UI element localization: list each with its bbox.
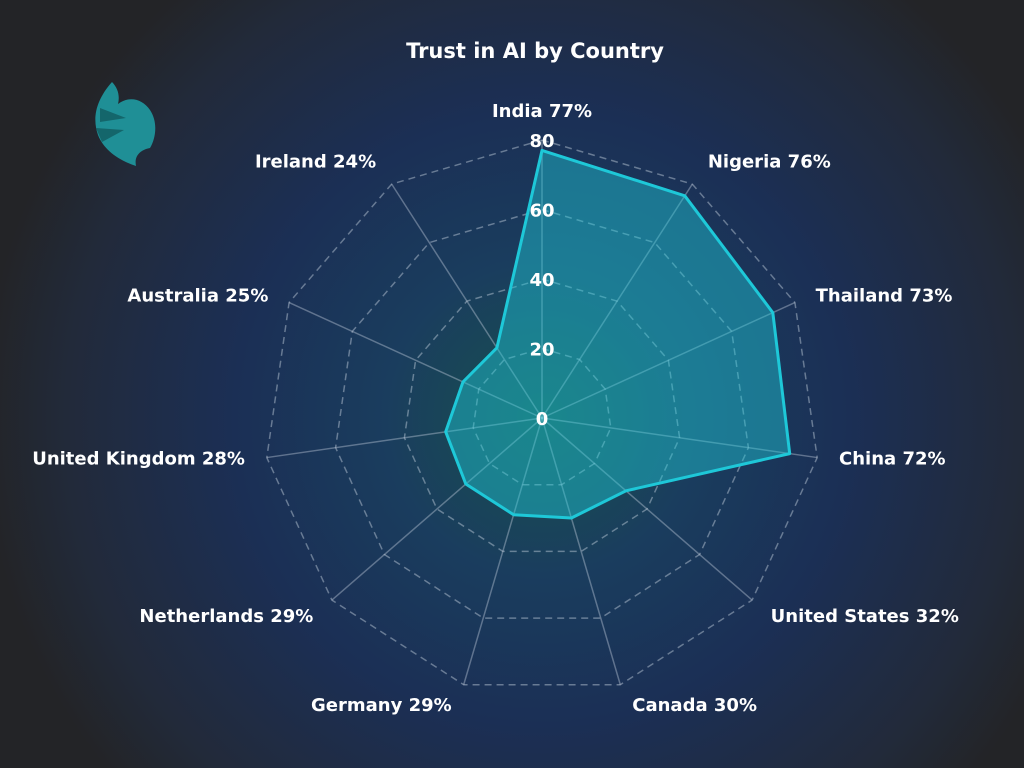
category-label: Australia 25% (127, 286, 268, 307)
category-label: Nigeria 76% (708, 151, 831, 172)
category-name: Australia (127, 286, 219, 307)
spoke (541, 301, 796, 419)
category-label: Ireland 24% (255, 151, 376, 172)
category-name: Ireland (255, 151, 327, 172)
r-tick-label: 60 (529, 201, 554, 222)
value-label: 73% (909, 286, 952, 307)
value-label: 25% (225, 286, 268, 307)
value-label: 30% (714, 695, 757, 716)
value-label: 77% (549, 101, 592, 122)
category-label: Canada 30% (632, 695, 757, 716)
category-label: Germany 29% (311, 695, 452, 716)
data-area (444, 148, 792, 520)
value-label: 29% (409, 695, 452, 716)
category-name: Netherlands (139, 606, 264, 627)
category-label: India 77% (492, 101, 592, 122)
value-label: 76% (788, 151, 831, 172)
category-label: United States 32% (771, 606, 959, 627)
spoke (331, 417, 543, 601)
category-label: Netherlands 29% (139, 606, 313, 627)
spoke (391, 183, 543, 419)
r-tick-label: 20 (529, 340, 554, 361)
value-label: 72% (902, 449, 945, 470)
category-name: Thailand (816, 286, 903, 307)
spoke (541, 417, 753, 601)
spoke (462, 417, 543, 685)
spoke (541, 183, 693, 419)
r-tick-label: 0 (536, 409, 549, 430)
category-name: Nigeria (708, 151, 782, 172)
spoke (541, 417, 622, 685)
r-tick-label: 80 (529, 131, 554, 152)
logo (95, 82, 156, 166)
value-label: 32% (916, 606, 959, 627)
category-label: China 72% (839, 449, 946, 470)
category-name: United Kingdom (32, 449, 195, 470)
r-tick-label: 40 (529, 270, 554, 291)
category-name: India (492, 101, 543, 122)
category-label: Thailand 73% (816, 286, 953, 307)
value-label: 28% (202, 449, 245, 470)
spoke (288, 301, 543, 419)
chart-title: Trust in AI by Country (406, 39, 664, 63)
category-name: Canada (632, 695, 707, 716)
category-name: United States (771, 606, 910, 627)
category-name: China (839, 449, 896, 470)
value-label: 29% (270, 606, 313, 627)
spoke (541, 417, 818, 459)
category-name: Germany (311, 695, 403, 716)
value-label: 24% (333, 151, 376, 172)
category-label: United Kingdom 28% (32, 449, 245, 470)
spoke (266, 417, 543, 459)
